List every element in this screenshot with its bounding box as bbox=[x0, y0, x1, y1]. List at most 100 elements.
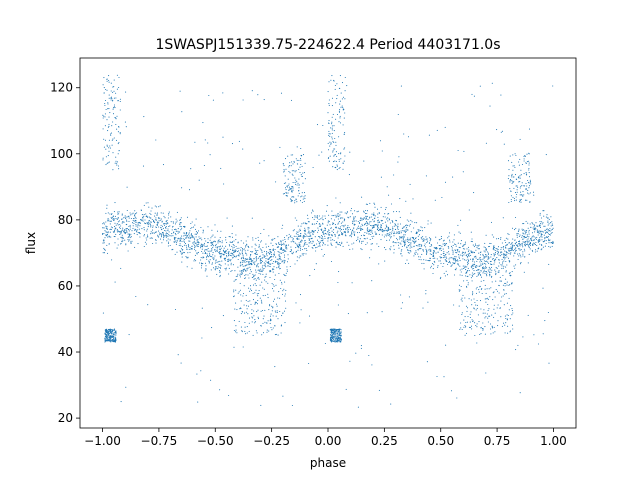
data-point bbox=[233, 289, 235, 291]
data-point bbox=[490, 256, 492, 258]
data-point bbox=[446, 257, 448, 259]
data-point bbox=[204, 238, 206, 240]
data-point bbox=[258, 256, 261, 258]
data-point bbox=[160, 224, 162, 226]
data-point bbox=[453, 304, 455, 306]
data-point bbox=[111, 213, 113, 215]
data-point bbox=[430, 249, 432, 251]
data-point bbox=[106, 244, 108, 246]
data-point bbox=[193, 260, 195, 262]
data-point bbox=[158, 206, 160, 208]
data-point bbox=[110, 338, 112, 340]
data-point bbox=[330, 227, 332, 229]
data-point bbox=[108, 79, 110, 82]
data-point bbox=[263, 256, 265, 258]
data-point bbox=[162, 239, 165, 241]
data-point bbox=[501, 325, 503, 327]
data-point bbox=[329, 339, 331, 342]
data-point bbox=[461, 268, 463, 270]
data-point bbox=[280, 332, 282, 334]
data-point bbox=[108, 116, 110, 118]
data-point bbox=[116, 164, 118, 166]
data-point bbox=[115, 334, 117, 336]
data-point bbox=[306, 214, 309, 216]
data-point bbox=[144, 223, 147, 225]
data-point bbox=[476, 323, 478, 325]
data-point bbox=[124, 215, 126, 217]
data-point bbox=[333, 336, 335, 339]
data-point bbox=[478, 289, 480, 291]
data-point bbox=[111, 227, 113, 229]
data-point bbox=[347, 231, 349, 234]
data-point bbox=[447, 263, 449, 265]
data-point bbox=[314, 236, 316, 238]
data-point bbox=[242, 269, 244, 271]
data-point bbox=[186, 232, 188, 234]
data-point bbox=[327, 244, 329, 246]
data-point bbox=[351, 213, 354, 215]
data-point bbox=[209, 239, 211, 241]
data-point bbox=[500, 131, 502, 133]
data-point bbox=[303, 200, 305, 202]
data-point bbox=[219, 253, 221, 255]
data-point bbox=[230, 270, 232, 272]
data-point bbox=[279, 255, 281, 258]
data-point bbox=[115, 233, 117, 235]
data-point bbox=[108, 337, 110, 339]
data-point bbox=[520, 198, 522, 200]
data-point bbox=[507, 250, 510, 252]
data-point bbox=[442, 265, 444, 268]
data-point bbox=[463, 280, 465, 282]
data-point bbox=[327, 222, 329, 224]
data-point bbox=[149, 221, 151, 223]
data-point bbox=[219, 260, 221, 262]
data-point bbox=[299, 228, 301, 230]
data-point bbox=[338, 110, 340, 112]
data-point bbox=[338, 337, 340, 340]
data-point bbox=[483, 280, 485, 282]
data-point bbox=[244, 261, 246, 263]
data-point bbox=[217, 266, 219, 268]
data-point bbox=[143, 234, 146, 236]
data-point bbox=[179, 240, 182, 242]
data-point bbox=[250, 271, 252, 273]
data-point bbox=[365, 216, 367, 218]
data-point bbox=[476, 326, 478, 328]
data-point bbox=[491, 234, 493, 236]
data-point bbox=[384, 234, 386, 236]
data-point bbox=[117, 131, 119, 133]
data-point bbox=[376, 227, 379, 229]
data-point bbox=[382, 222, 384, 225]
data-point bbox=[122, 221, 124, 223]
data-point bbox=[350, 210, 352, 212]
data-point bbox=[327, 240, 329, 242]
data-point bbox=[240, 326, 242, 328]
data-point bbox=[116, 162, 118, 164]
data-point bbox=[542, 246, 544, 248]
data-point bbox=[121, 222, 123, 224]
data-point bbox=[340, 216, 342, 219]
data-point bbox=[475, 292, 478, 294]
data-point bbox=[401, 240, 403, 242]
data-point bbox=[301, 195, 303, 197]
data-point bbox=[464, 324, 466, 327]
data-point bbox=[505, 317, 507, 320]
data-point bbox=[105, 235, 107, 237]
data-point bbox=[112, 333, 114, 335]
data-point bbox=[204, 251, 207, 253]
data-point bbox=[126, 186, 128, 188]
data-point bbox=[265, 253, 268, 255]
data-point bbox=[522, 238, 524, 240]
data-point bbox=[151, 237, 153, 239]
data-point bbox=[411, 221, 413, 223]
data-point bbox=[154, 212, 156, 214]
data-point bbox=[462, 251, 465, 253]
data-point bbox=[160, 234, 163, 236]
data-point bbox=[436, 242, 439, 244]
data-point bbox=[429, 248, 431, 250]
data-point bbox=[455, 256, 457, 258]
data-point bbox=[500, 280, 502, 282]
data-point bbox=[268, 258, 270, 260]
data-point bbox=[379, 140, 382, 142]
data-point bbox=[413, 255, 415, 257]
